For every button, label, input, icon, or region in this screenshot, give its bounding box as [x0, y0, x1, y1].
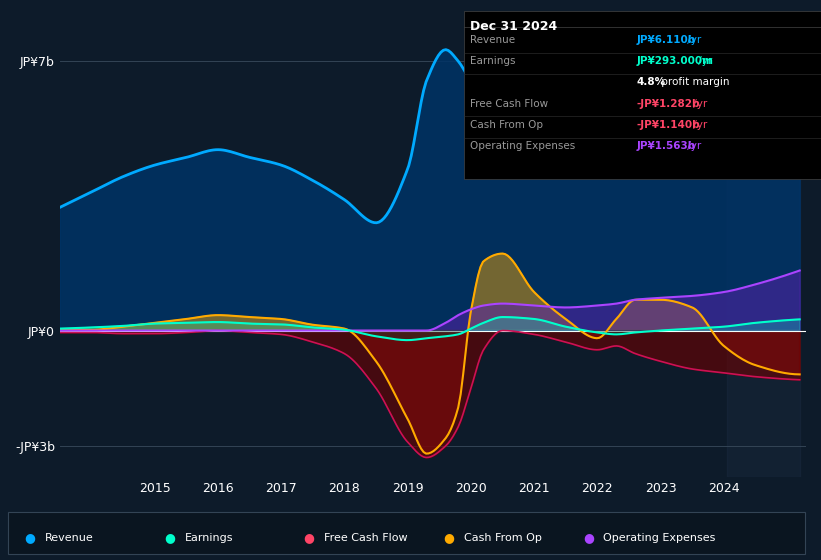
Text: Earnings: Earnings [185, 533, 233, 543]
Text: Operating Expenses: Operating Expenses [470, 141, 576, 151]
Text: profit margin: profit margin [658, 77, 729, 87]
Text: /yr: /yr [695, 56, 713, 66]
Bar [727, 15, 800, 477]
Text: -JP¥1.282b: -JP¥1.282b [636, 99, 699, 109]
Text: ●: ● [25, 531, 35, 544]
Text: Free Cash Flow: Free Cash Flow [324, 533, 408, 543]
Text: Revenue: Revenue [45, 533, 94, 543]
Text: JP¥1.563b: JP¥1.563b [636, 141, 695, 151]
Text: Cash From Op: Cash From Op [464, 533, 542, 543]
Text: /yr: /yr [690, 99, 707, 109]
Text: Earnings: Earnings [470, 56, 516, 66]
Text: /yr: /yr [684, 141, 702, 151]
Text: ●: ● [164, 531, 175, 544]
Text: Dec 31 2024: Dec 31 2024 [470, 20, 557, 32]
Text: 4.8%: 4.8% [636, 77, 665, 87]
Text: /yr: /yr [684, 35, 702, 45]
Text: JP¥6.110b: JP¥6.110b [636, 35, 695, 45]
Text: Cash From Op: Cash From Op [470, 120, 544, 130]
Text: ●: ● [443, 531, 454, 544]
Text: Revenue: Revenue [470, 35, 516, 45]
Text: JP¥293.000m: JP¥293.000m [636, 56, 713, 66]
Text: -JP¥1.140b: -JP¥1.140b [636, 120, 699, 130]
Text: Free Cash Flow: Free Cash Flow [470, 99, 548, 109]
Text: Operating Expenses: Operating Expenses [603, 533, 716, 543]
Text: ●: ● [304, 531, 314, 544]
Text: ●: ● [583, 531, 594, 544]
Text: /yr: /yr [690, 120, 707, 130]
